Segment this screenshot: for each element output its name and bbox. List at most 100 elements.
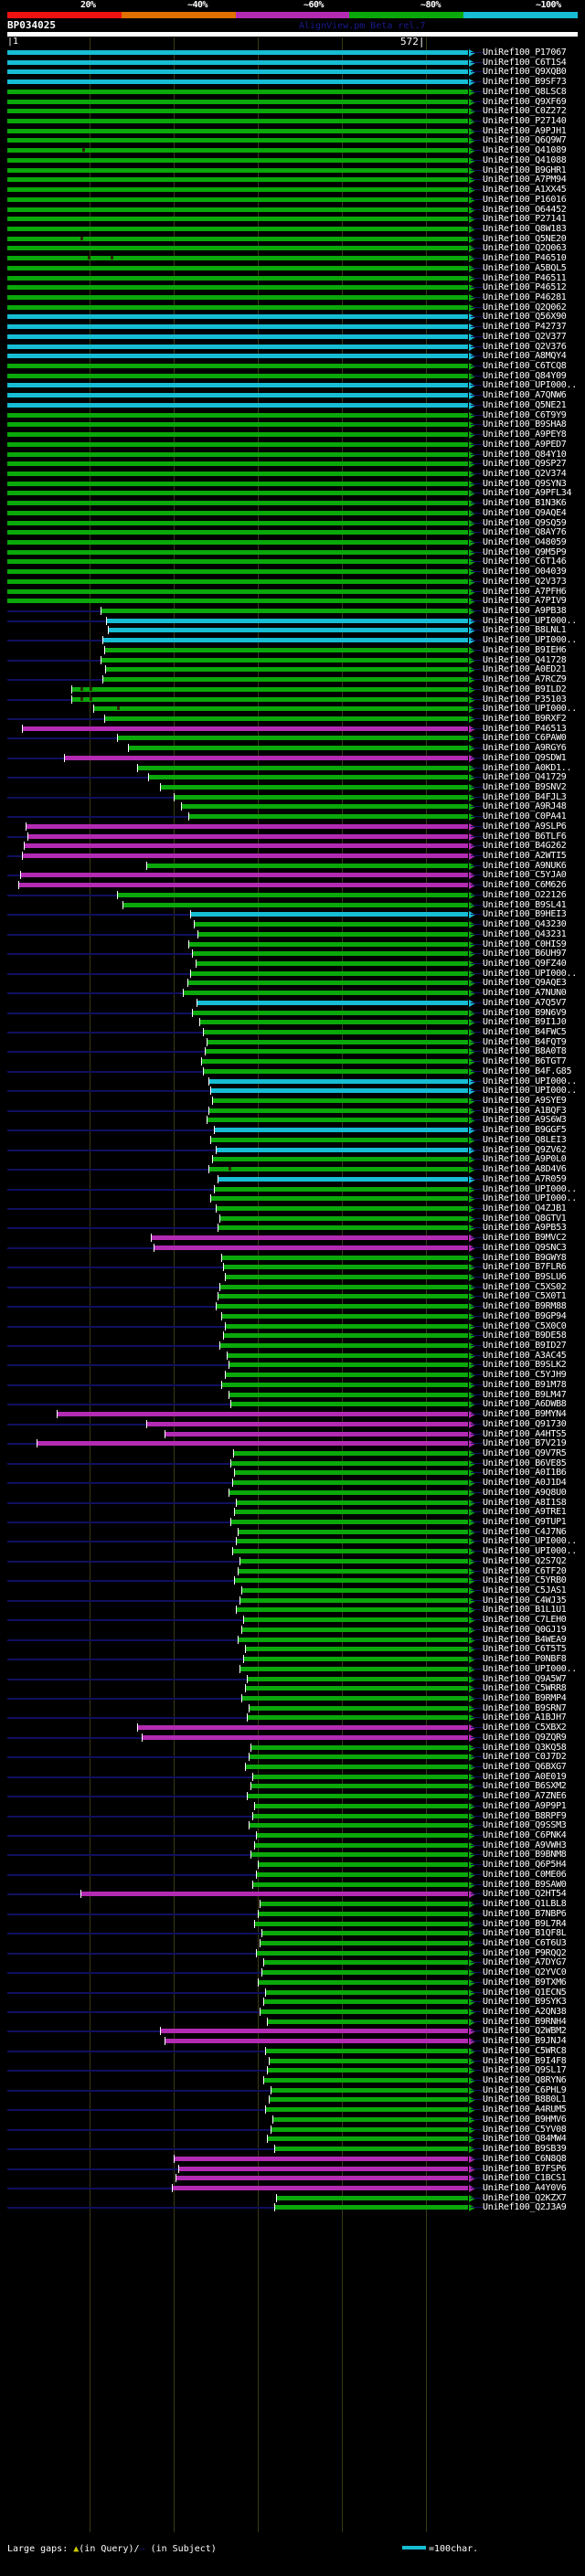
hit-label[interactable]: UniRef100_C5YV08 bbox=[483, 2124, 567, 2135]
alignment-bar[interactable] bbox=[7, 236, 468, 241]
hit-row[interactable]: UniRef100_B4F.G85 bbox=[0, 1066, 585, 1076]
hit-label[interactable]: UniRef100_B9DE58 bbox=[483, 1330, 567, 1341]
alignment-bar[interactable] bbox=[230, 1402, 468, 1407]
hit-row[interactable]: UniRef100_A9VWH3 bbox=[0, 1840, 585, 1850]
alignment-bar[interactable] bbox=[229, 1362, 468, 1368]
hit-row[interactable]: UniRef100_UPI000.. bbox=[0, 1664, 585, 1674]
hit-label[interactable]: UniRef100_B7V219 bbox=[483, 1438, 567, 1449]
alignment-bar[interactable] bbox=[225, 1323, 468, 1329]
hit-label[interactable]: UniRef100_A9Q8U0 bbox=[483, 1487, 567, 1498]
hit-row[interactable]: UniRef100_B9SYK3 bbox=[0, 1997, 585, 2007]
hit-row[interactable]: UniRef100_C5X0C0 bbox=[0, 1321, 585, 1331]
hit-row[interactable]: UniRef100_Q9SP27 bbox=[0, 459, 585, 469]
hit-label[interactable]: UniRef100_A4RUM5 bbox=[483, 2104, 567, 2115]
hit-row[interactable]: UniRef100_Q41088 bbox=[0, 155, 585, 165]
hit-label[interactable]: UniRef100_B9SAW0 bbox=[483, 1879, 567, 1890]
hit-label[interactable]: UniRef100_B91M78 bbox=[483, 1379, 567, 1390]
hit-row[interactable]: UniRef100_C5YJA0 bbox=[0, 870, 585, 880]
hit-label[interactable]: UniRef100_Q2HT54 bbox=[483, 1889, 567, 1900]
alignment-bar[interactable] bbox=[176, 2176, 468, 2181]
hit-label[interactable]: UniRef100_A7PFH6 bbox=[483, 586, 567, 597]
hit-row[interactable]: UniRef100_UPI000.. bbox=[0, 1086, 585, 1096]
hit-row[interactable]: UniRef100_B4G262 bbox=[0, 841, 585, 851]
hit-label[interactable]: UniRef100_B9GWY8 bbox=[483, 1252, 567, 1263]
alignment-bar[interactable] bbox=[236, 1607, 468, 1613]
alignment-bar[interactable] bbox=[172, 2185, 468, 2190]
hit-label[interactable]: UniRef100_A7ZNE6 bbox=[483, 1791, 567, 1802]
alignment-bar[interactable] bbox=[260, 2009, 468, 2014]
hit-row[interactable]: UniRef100_C5X0T1 bbox=[0, 1291, 585, 1301]
alignment-bar[interactable] bbox=[261, 1931, 468, 1936]
alignment-bar[interactable] bbox=[250, 1744, 468, 1750]
alignment-bar[interactable] bbox=[197, 1000, 468, 1005]
alignment-bar[interactable] bbox=[7, 510, 468, 515]
alignment-bar[interactable] bbox=[199, 1020, 468, 1025]
alignment-bar[interactable] bbox=[247, 1715, 468, 1721]
hit-label[interactable]: UniRef100_A9RJ48 bbox=[483, 801, 567, 812]
hit-label[interactable]: UniRef100_C5XS02 bbox=[483, 1281, 567, 1292]
hit-label[interactable]: UniRef100_B6VE85 bbox=[483, 1458, 567, 1468]
alignment-bar[interactable] bbox=[225, 1275, 468, 1279]
hit-row[interactable]: UniRef100_Q8LSC8 bbox=[0, 87, 585, 97]
hit-label[interactable]: UniRef100_C6TCQ8 bbox=[483, 361, 567, 372]
hit-label[interactable]: UniRef100_B6UH97 bbox=[483, 949, 567, 959]
hit-label[interactable]: UniRef100_C0Z272 bbox=[483, 106, 567, 117]
alignment-bar[interactable] bbox=[7, 373, 468, 378]
alignment-bar[interactable] bbox=[265, 2048, 468, 2053]
hit-row[interactable]: UniRef100_Q9AQE3 bbox=[0, 978, 585, 988]
alignment-bar[interactable] bbox=[219, 1343, 468, 1349]
alignment-bar[interactable] bbox=[102, 677, 468, 683]
alignment-bar[interactable] bbox=[7, 540, 468, 545]
hit-label[interactable]: UniRef100_A0I1B6 bbox=[483, 1468, 567, 1479]
alignment-bar[interactable] bbox=[37, 1441, 468, 1447]
hit-row[interactable]: UniRef100_B9JNJ4 bbox=[0, 2036, 585, 2046]
alignment-bar[interactable] bbox=[7, 196, 468, 202]
alignment-bar[interactable] bbox=[7, 99, 468, 104]
hit-row[interactable]: UniRef100_B9I1J0 bbox=[0, 1017, 585, 1027]
alignment-bar[interactable] bbox=[219, 1284, 468, 1289]
hit-row[interactable]: UniRef100_A7PM94 bbox=[0, 175, 585, 185]
hit-label[interactable]: UniRef100_B9HMV6 bbox=[483, 2114, 567, 2125]
alignment-bar[interactable] bbox=[192, 951, 468, 957]
alignment-bar[interactable] bbox=[7, 364, 468, 369]
hit-label[interactable]: UniRef100_Q9ZV62 bbox=[483, 1144, 567, 1155]
hit-label[interactable]: UniRef100_B9MVC2 bbox=[483, 1233, 567, 1244]
alignment-bar[interactable] bbox=[223, 1333, 468, 1339]
hit-row[interactable]: UniRef100_C5WRC8 bbox=[0, 2046, 585, 2056]
alignment-bar[interactable] bbox=[151, 1235, 468, 1241]
hit-label[interactable]: UniRef100_UPI000.. bbox=[483, 968, 577, 979]
hit-label[interactable]: UniRef100_B9IEH6 bbox=[483, 644, 567, 655]
alignment-bar[interactable] bbox=[236, 1539, 468, 1544]
hit-row[interactable]: UniRef100_B6UH97 bbox=[0, 949, 585, 959]
hit-label[interactable]: UniRef100_B7FLR6 bbox=[483, 1262, 567, 1273]
hit-row[interactable]: UniRef100_Q9ZQR9 bbox=[0, 1733, 585, 1743]
hit-row[interactable]: UniRef100_A4RUM5 bbox=[0, 2104, 585, 2115]
hit-row[interactable]: UniRef100_B4FWC5 bbox=[0, 1027, 585, 1037]
alignment-bar[interactable] bbox=[219, 1215, 468, 1221]
hit-row[interactable]: UniRef100_B9HEI3 bbox=[0, 909, 585, 919]
alignment-bar[interactable] bbox=[7, 344, 468, 349]
alignment-bar[interactable] bbox=[7, 441, 468, 447]
hit-label[interactable]: UniRef100_B9TXM6 bbox=[483, 1977, 567, 1988]
hit-row[interactable]: UniRef100_C0HIS9 bbox=[0, 939, 585, 949]
alignment-bar[interactable] bbox=[229, 1392, 468, 1397]
hit-label[interactable]: UniRef100_B9RXF2 bbox=[483, 713, 567, 724]
hit-row[interactable]: UniRef100_B8LNL1 bbox=[0, 625, 585, 635]
hit-row[interactable]: UniRef100_C6TCQ8 bbox=[0, 361, 585, 371]
alignment-bar[interactable] bbox=[245, 1647, 468, 1652]
hit-row[interactable]: UniRef100_Q8LEI3 bbox=[0, 1135, 585, 1145]
hit-label[interactable]: UniRef100_B6TGT7 bbox=[483, 1056, 567, 1067]
hit-row[interactable]: UniRef100_Q8W183 bbox=[0, 224, 585, 234]
hit-label[interactable]: UniRef100_Q9SSM3 bbox=[483, 1820, 567, 1831]
hit-row[interactable]: UniRef100_Q2Q063 bbox=[0, 243, 585, 253]
hit-row[interactable]: UniRef100_B1QF8L bbox=[0, 1928, 585, 1938]
hit-label[interactable]: UniRef100_P42737 bbox=[483, 322, 567, 333]
hit-label[interactable]: UniRef100_Q2J3A9 bbox=[483, 2202, 567, 2213]
alignment-bar[interactable] bbox=[208, 1167, 468, 1172]
hit-label[interactable]: UniRef100_Q41089 bbox=[483, 145, 567, 156]
hit-label[interactable]: UniRef100_A7PM94 bbox=[483, 175, 567, 186]
hit-row[interactable]: UniRef100_A9SYE9 bbox=[0, 1096, 585, 1106]
hit-label[interactable]: UniRef100_A9PED7 bbox=[483, 439, 567, 450]
alignment-bar[interactable] bbox=[7, 383, 468, 388]
alignment-bar[interactable] bbox=[93, 706, 468, 712]
